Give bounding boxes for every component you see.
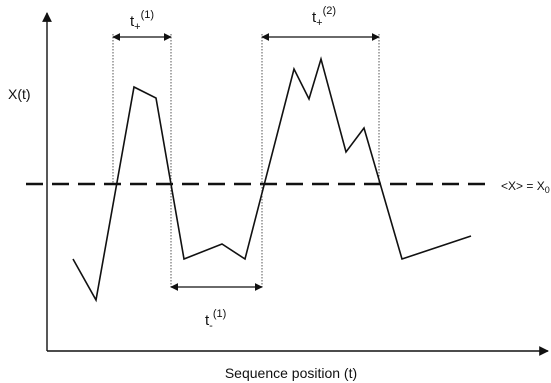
signal-trace	[72, 56, 472, 303]
x-axis-label: Sequence position (t)	[225, 365, 357, 381]
interval-label-superscript: (1)	[141, 9, 154, 21]
interval-label-t-minus-1: t-(1)	[205, 308, 226, 332]
threshold-label-subscript: 0	[545, 185, 550, 195]
interval-label-base: t	[130, 13, 135, 30]
y-axis-label: X(t)	[8, 86, 31, 102]
interval-label-t-plus-1: t+(1)	[130, 9, 154, 33]
interval-label-subscript: +	[134, 21, 140, 33]
interval-label-subscript: +	[316, 17, 322, 29]
interval-guides	[112, 34, 380, 289]
interval-label-subscript: -	[209, 320, 213, 332]
interval-label-base: t	[312, 9, 317, 26]
mean-threshold-label: <X> = X0	[501, 179, 550, 195]
interval-label-t-plus-2: t+(2)	[312, 5, 336, 29]
interval-label-superscript: (1)	[213, 308, 226, 320]
interval-label-superscript: (2)	[323, 5, 336, 17]
threshold-label-main: <X> = X	[501, 179, 545, 193]
interval-label-base: t	[205, 312, 210, 329]
